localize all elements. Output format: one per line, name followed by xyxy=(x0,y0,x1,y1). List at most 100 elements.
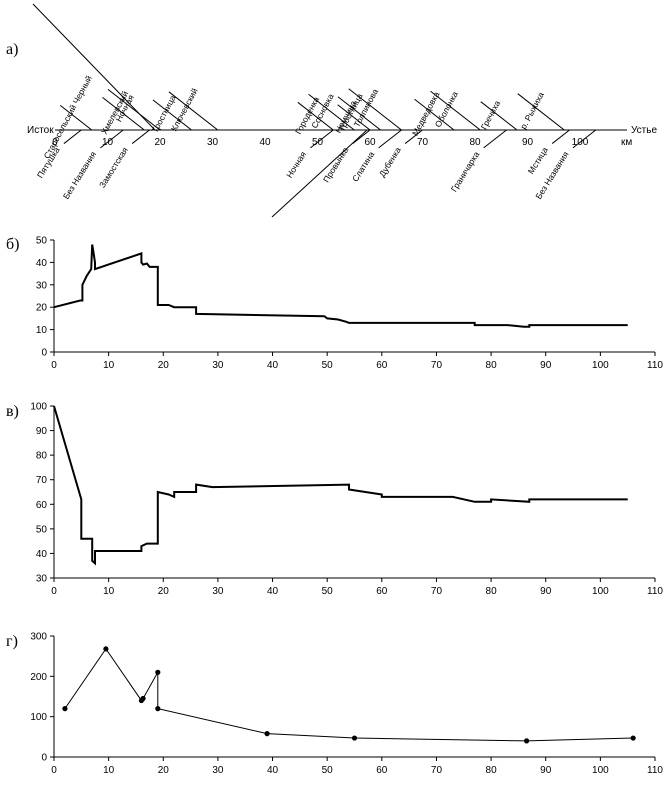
tributary-line xyxy=(271,129,368,218)
x-tick-label: 50 xyxy=(322,360,334,371)
x-tick-label: 60 xyxy=(376,586,388,597)
tributary-line xyxy=(100,129,124,149)
y-tick-label: 60 xyxy=(36,500,48,511)
tributary-label: Слатина xyxy=(350,149,376,183)
tributary-label: Мстица xyxy=(526,145,550,176)
x-tick-label: 70 xyxy=(431,765,443,776)
x-tick-label: 20 xyxy=(158,765,170,776)
x-tick-label: 0 xyxy=(51,765,57,776)
x-tick-label: 40 xyxy=(267,586,279,597)
tributary-line xyxy=(59,104,93,131)
x-tick-label: 90 xyxy=(540,765,552,776)
x-tick-label: 100 xyxy=(592,360,609,371)
tributary-label: Старосельский Черный xyxy=(42,74,94,161)
x-tick-label: 110 xyxy=(647,360,663,371)
data-point xyxy=(524,738,530,744)
tributary-line xyxy=(152,99,192,131)
data-point xyxy=(103,646,109,652)
x-tick-label: 60 xyxy=(364,137,376,148)
data-point xyxy=(155,669,161,675)
y-tick-label: 80 xyxy=(36,451,48,462)
x-tick-label: 20 xyxy=(154,137,166,148)
x-tick-label: 60 xyxy=(376,360,388,371)
tributary-line xyxy=(337,96,381,131)
y-tick-label: 20 xyxy=(36,303,48,314)
tributary-line xyxy=(63,129,82,144)
tributary-line xyxy=(517,93,565,131)
data-point xyxy=(264,731,270,737)
x-tick-label: 70 xyxy=(417,137,429,148)
tributary-line xyxy=(404,129,423,144)
y-tick-label: 90 xyxy=(36,426,48,437)
tributary-label: Гречиха xyxy=(479,99,503,132)
y-tick-label: 40 xyxy=(36,549,48,560)
tributary-label: Ключевский xyxy=(169,86,200,133)
data-point xyxy=(62,706,68,712)
x-tick-label: 10 xyxy=(103,586,115,597)
x-tick-label: 70 xyxy=(431,360,443,371)
x-tick-label: 20 xyxy=(158,360,170,371)
tributary-line xyxy=(414,98,455,131)
series-line xyxy=(53,244,628,328)
panel-d-scatter-chart: г) 0 10 20 30 40 50 60 70 80 90 100 110 0 100 200 300 xyxy=(6,632,663,777)
y-tick-label: 40 xyxy=(36,258,48,269)
x-tick-label: 70 xyxy=(431,586,443,597)
series-line xyxy=(64,648,634,742)
x-tick-label: 90 xyxy=(540,586,552,597)
y-tick-label: 100 xyxy=(30,402,47,413)
y-tick-label: 50 xyxy=(36,236,48,247)
x-tick-label: 50 xyxy=(322,765,334,776)
tributary-line xyxy=(131,129,150,144)
x-tick-label: 110 xyxy=(647,586,663,597)
panel-letter: г) xyxy=(6,633,18,650)
data-point xyxy=(140,695,146,702)
x-tick-label: 0 xyxy=(52,137,58,148)
y-tick-label: 50 xyxy=(36,524,48,535)
x-tick-label: 30 xyxy=(212,765,224,776)
y-tick-label: 200 xyxy=(30,672,47,683)
x-tick-label: 100 xyxy=(592,765,609,776)
x-tick-label: 40 xyxy=(259,137,271,148)
x-tick-label: 90 xyxy=(540,360,552,371)
tributary-line xyxy=(297,101,334,131)
x-tick-label: 60 xyxy=(376,765,388,776)
x-tick-label: 80 xyxy=(486,360,498,371)
x-tick-label: 30 xyxy=(212,360,224,371)
source-label: Исток xyxy=(27,125,54,136)
tributary-line xyxy=(168,91,219,131)
x-tick-label: 40 xyxy=(267,765,279,776)
tributary-line xyxy=(107,88,161,131)
mouth-label: Устье xyxy=(631,125,657,136)
tributary-label: Граничарка xyxy=(449,149,482,193)
x-tick-label: 10 xyxy=(103,765,115,776)
tributary-line xyxy=(310,129,334,149)
y-tick-label: 10 xyxy=(36,325,48,336)
tributary-line xyxy=(308,93,355,131)
data-point xyxy=(630,735,636,741)
y-tick-label: 100 xyxy=(30,712,47,723)
y-tick-label: 0 xyxy=(41,753,47,764)
tributary-label: Ночная xyxy=(284,149,308,179)
series-line xyxy=(53,405,628,566)
tributary-line xyxy=(348,88,402,131)
y-tick-label: 30 xyxy=(36,574,48,585)
x-tick-label: 80 xyxy=(486,586,498,597)
panel-c-line-chart: в) 0 10 20 30 40 50 60 70 80 90 100 110 30 40 50 60 70 80 9… xyxy=(6,402,663,598)
y-tick-label: 300 xyxy=(30,632,47,643)
tributary-line xyxy=(32,3,156,131)
unit-label: км xyxy=(621,137,632,148)
x-tick-label: 100 xyxy=(592,586,609,597)
tributary-line xyxy=(337,104,371,131)
panel-letter: а) xyxy=(6,41,18,58)
panel-a-river-schematic: а)ИстокУстьекм0102030405060708090100Стар… xyxy=(6,3,657,218)
data-point xyxy=(351,735,358,741)
tributary-line xyxy=(430,90,481,131)
tributary-line xyxy=(483,129,507,149)
x-tick-label: 110 xyxy=(647,765,663,776)
tributary-line xyxy=(102,96,145,131)
tributary-label: р. Рыжиха xyxy=(518,90,546,131)
panel-letter: б) xyxy=(6,236,19,253)
tributary-line xyxy=(551,129,570,144)
x-tick-label: 10 xyxy=(103,360,115,371)
